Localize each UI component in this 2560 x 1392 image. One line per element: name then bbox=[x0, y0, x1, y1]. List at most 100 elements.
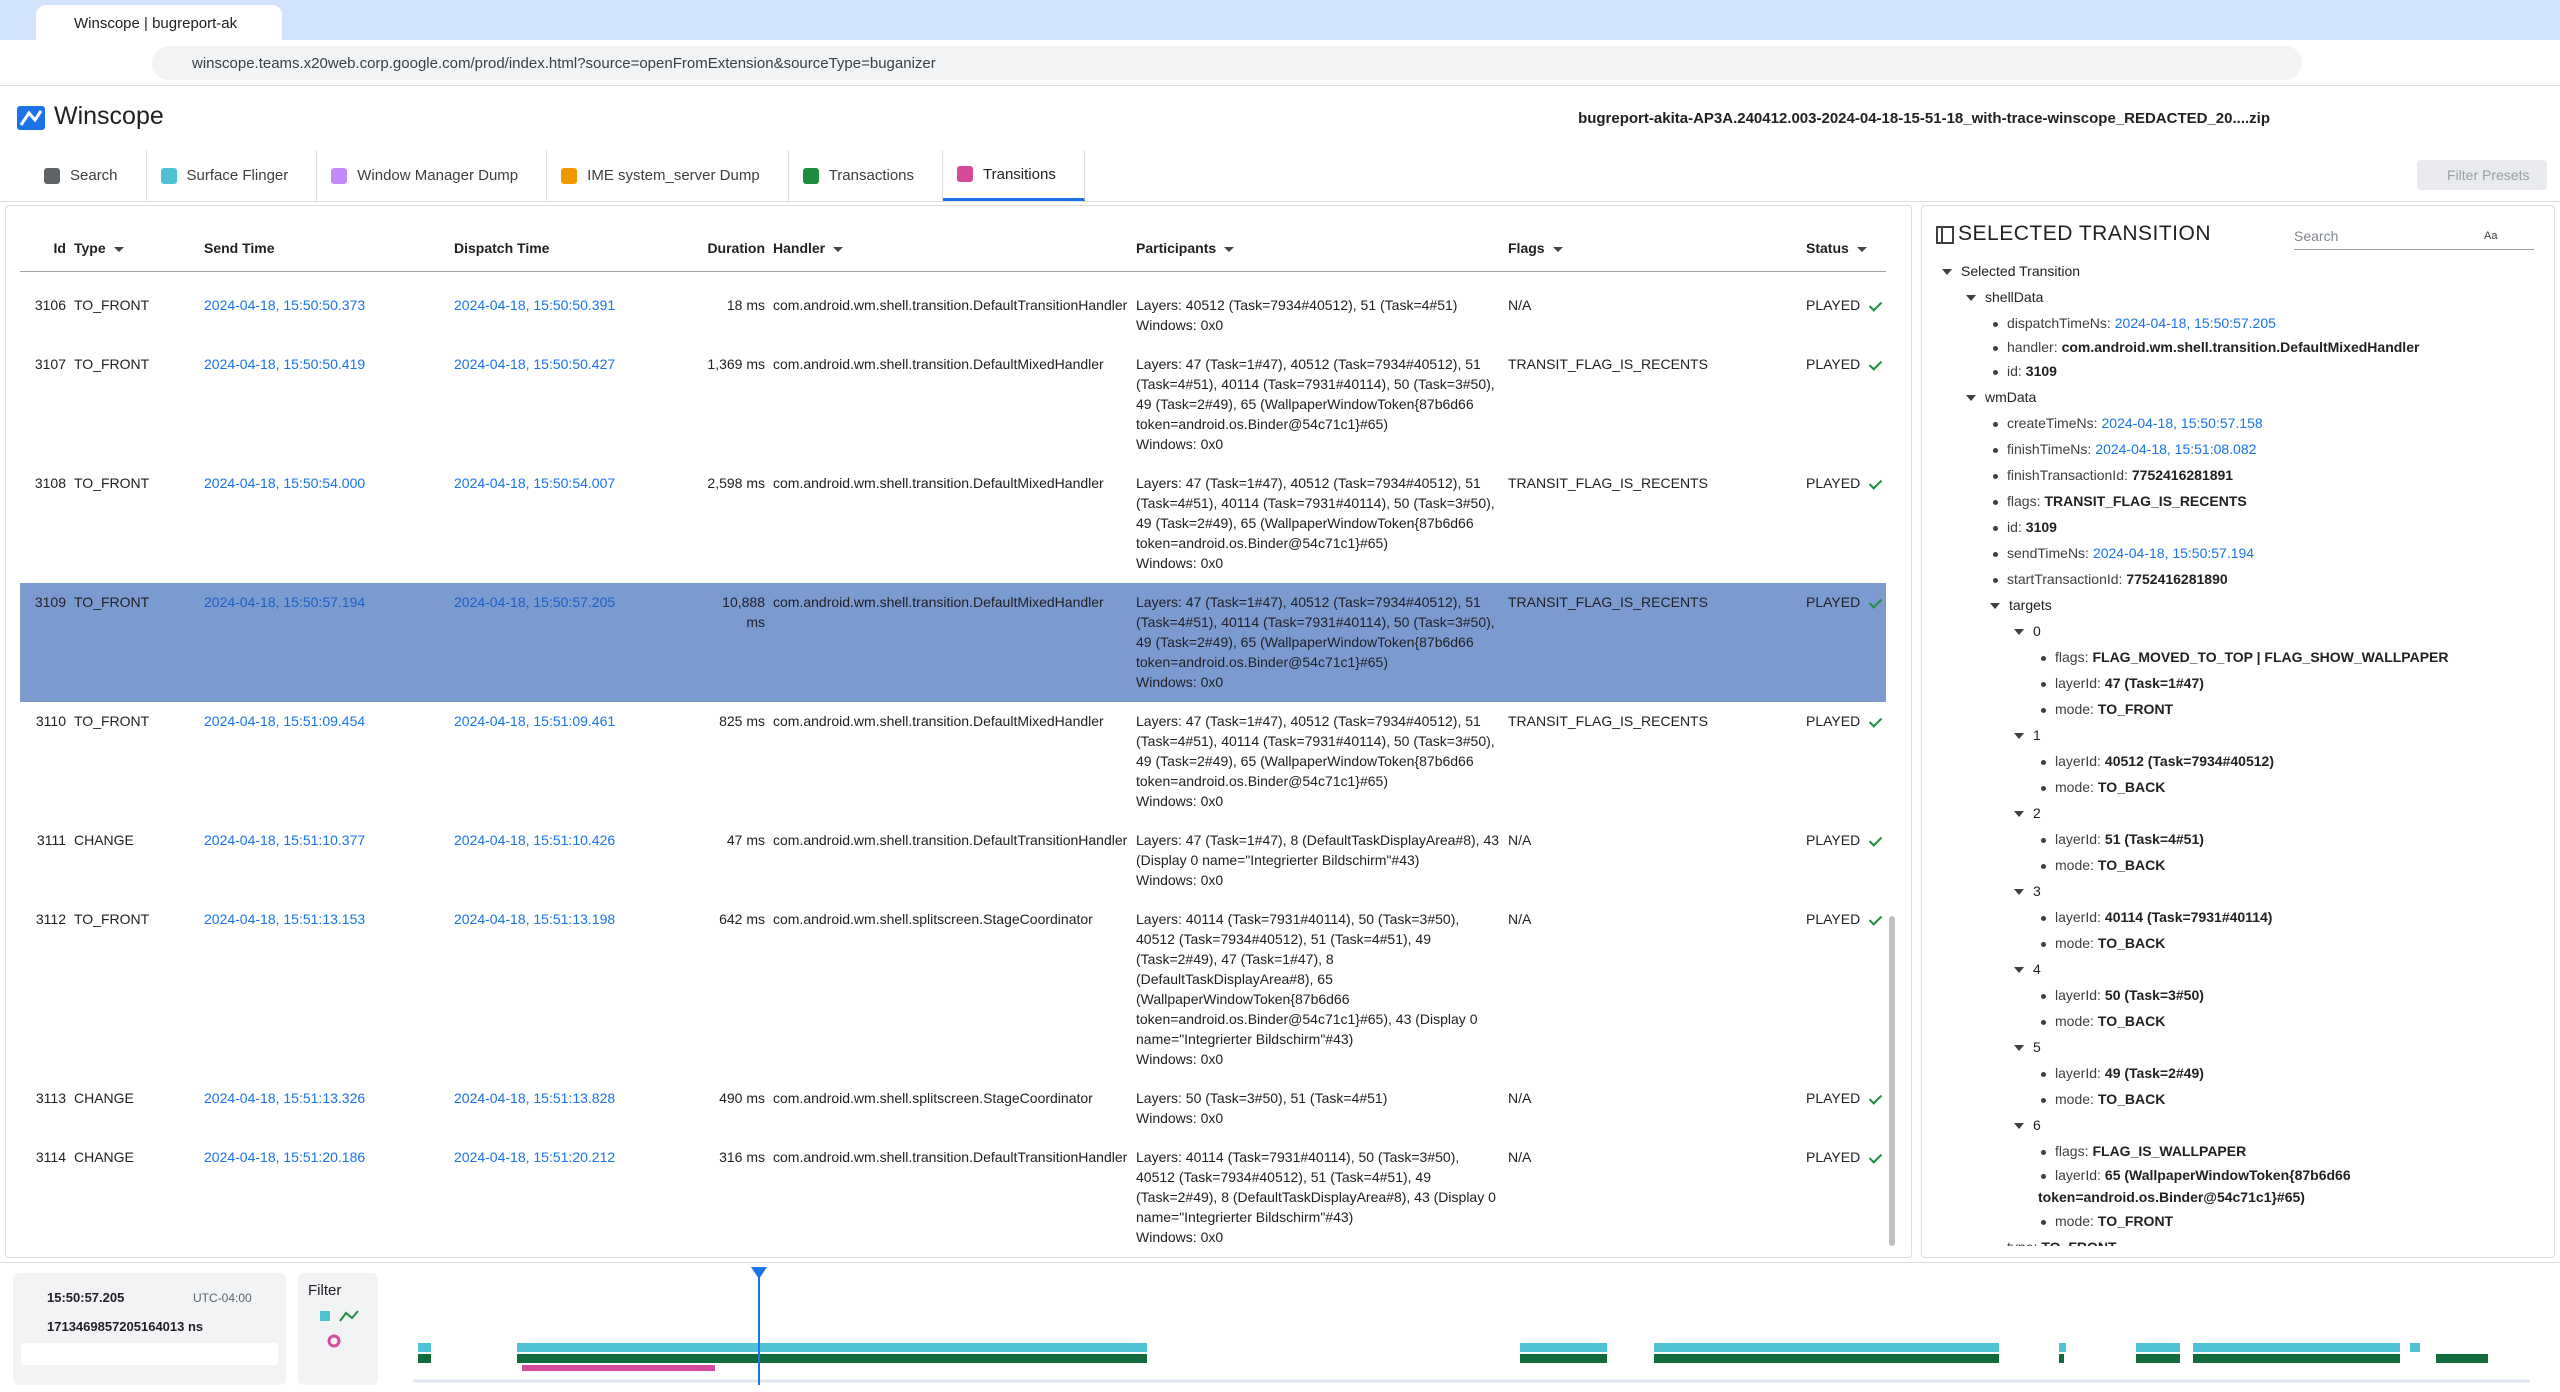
transition-row[interactable]: 3112 TO_FRONT 2024-04-18, 15:51:13.153 2024… bbox=[20, 900, 1886, 1079]
transition-row[interactable]: 3107 TO_FRONT 2024-04-18, 15:50:50.419 2024… bbox=[20, 345, 1886, 464]
tree-node[interactable]: 1 bbox=[1936, 722, 2536, 748]
tree-node[interactable]: flags: FLAG_MOVED_TO_TOP | FLAG_SHOW_WALL… bbox=[1936, 644, 2536, 670]
timestamp-link[interactable]: 2024-04-18, 15:50:50.391 bbox=[454, 297, 616, 313]
column-header[interactable]: Flags bbox=[1504, 228, 1802, 268]
tree-node[interactable]: 2 bbox=[1936, 800, 2536, 826]
expand-arrow[interactable] bbox=[2014, 811, 2024, 818]
tree-node[interactable]: mode: TO_BACK bbox=[1936, 1086, 2536, 1112]
tree-node[interactable]: 3 bbox=[1936, 878, 2536, 904]
tree-node[interactable]: finishTimeNs: 2024-04-18, 15:51:08.082 bbox=[1936, 436, 2536, 462]
expand-arrow[interactable] bbox=[2014, 889, 2024, 896]
property-timestamp[interactable]: 2024-04-18, 15:50:57.158 bbox=[2101, 415, 2263, 431]
column-header[interactable]: Status bbox=[1802, 228, 1886, 268]
scrollbar[interactable] bbox=[1886, 276, 1898, 1256]
property-timestamp[interactable]: 2024-04-18, 15:50:57.205 bbox=[2114, 315, 2276, 331]
timestamp-link[interactable]: 2024-04-18, 15:50:57.205 bbox=[454, 594, 616, 610]
transition-row[interactable]: 3111 CHANGE 2024-04-18, 15:51:10.377 2024-0… bbox=[20, 821, 1886, 900]
column-header[interactable]: Id bbox=[20, 228, 70, 268]
expand-arrow[interactable] bbox=[1966, 295, 1976, 302]
tree-node[interactable]: dispatchTimeNs: 2024-04-18, 15:50:57.205 bbox=[1936, 310, 2536, 336]
address-bar[interactable]: winscope.teams.x20web.corp.google.com/pr… bbox=[152, 46, 2302, 80]
timestamp-link[interactable]: 2024-04-18, 15:50:54.007 bbox=[454, 475, 616, 491]
timestamp-link[interactable]: 2024-04-18, 15:50:50.427 bbox=[454, 356, 616, 372]
transition-row[interactable]: 3108 TO_FRONT 2024-04-18, 15:50:54.000 2024… bbox=[20, 464, 1886, 583]
trace-tab[interactable]: Window Manager Dump bbox=[317, 150, 548, 201]
trace-tab[interactable]: Transitions bbox=[943, 150, 1085, 201]
transition-row[interactable]: 3113 CHANGE 2024-04-18, 15:51:13.326 2024-0… bbox=[20, 1079, 1886, 1138]
tree-node[interactable]: layerId: 49 (Task=2#49) bbox=[1936, 1060, 2536, 1086]
tree-node[interactable]: startTransactionId: 7752416281890 bbox=[1936, 566, 2536, 592]
trace-tab[interactable]: IME system_server Dump bbox=[547, 150, 789, 201]
expand-arrow[interactable] bbox=[2014, 629, 2024, 636]
tree-node[interactable]: layerId: 40114 (Task=7931#40114) bbox=[1936, 904, 2536, 930]
tree-node[interactable]: createTimeNs: 2024-04-18, 15:50:57.158 bbox=[1936, 410, 2536, 436]
tree-node[interactable]: 0 bbox=[1936, 618, 2536, 644]
timestamp-link[interactable]: 2024-04-18, 15:51:13.828 bbox=[454, 1090, 616, 1106]
tree-node[interactable]: mode: TO_BACK bbox=[1936, 852, 2536, 878]
expand-arrow[interactable] bbox=[2014, 1045, 2024, 1052]
column-header[interactable]: Handler bbox=[769, 228, 1132, 268]
column-header[interactable]: Send Time bbox=[200, 228, 450, 268]
tree-node[interactable]: targets bbox=[1936, 592, 2536, 618]
tree-node[interactable]: layerId: 40512 (Task=7934#40512) bbox=[1936, 748, 2536, 774]
filter-presets-button[interactable]: Filter Presets bbox=[2417, 160, 2547, 190]
transition-row[interactable]: 3110 TO_FRONT 2024-04-18, 15:51:09.454 2024… bbox=[20, 702, 1886, 821]
timestamp-link[interactable]: 2024-04-18, 15:51:09.454 bbox=[204, 713, 366, 729]
tree-node[interactable]: id: 3109 bbox=[1936, 514, 2536, 540]
tree-node[interactable]: shellData bbox=[1936, 284, 2536, 310]
timestamp-link[interactable]: 2024-04-18, 15:51:10.426 bbox=[454, 832, 616, 848]
timestamp-link[interactable]: 2024-04-18, 15:50:50.419 bbox=[204, 356, 366, 372]
expand-arrow[interactable] bbox=[1990, 603, 2000, 610]
match-case-toggle[interactable]: Aa bbox=[2484, 230, 2498, 242]
tree-node[interactable]: 6 bbox=[1936, 1112, 2536, 1138]
filter-label[interactable]: Filter bbox=[308, 1282, 342, 1299]
tree-node[interactable]: flags: FLAG_IS_WALLPAPER bbox=[1936, 1138, 2536, 1164]
expand-arrow[interactable] bbox=[2014, 967, 2024, 974]
timestamp-link[interactable]: 2024-04-18, 15:50:54.000 bbox=[204, 475, 366, 491]
tree-node[interactable]: Selected Transition bbox=[1936, 258, 2536, 284]
tree-node[interactable]: wmData bbox=[1936, 384, 2536, 410]
tree-node[interactable]: 4 bbox=[1936, 956, 2536, 982]
timestamp-link[interactable]: 2024-04-18, 15:51:20.212 bbox=[454, 1149, 616, 1165]
expand-arrow[interactable] bbox=[2014, 733, 2024, 740]
tree-node[interactable]: mode: TO_BACK bbox=[1936, 930, 2536, 956]
transition-row[interactable]: 3106 TO_FRONT 2024-04-18, 15:50:50.373 2024… bbox=[20, 286, 1886, 345]
property-timestamp[interactable]: 2024-04-18, 15:50:57.194 bbox=[2092, 545, 2255, 561]
timestamp-link[interactable]: 2024-04-18, 15:51:13.198 bbox=[454, 911, 616, 927]
expand-arrow[interactable] bbox=[1942, 269, 1952, 276]
timestamp-link[interactable]: 2024-04-18, 15:51:20.186 bbox=[204, 1149, 366, 1165]
current-time[interactable]: 15:50:57.205 bbox=[47, 1290, 125, 1305]
trace-tab[interactable]: Surface Flinger bbox=[147, 150, 318, 201]
current-ns[interactable]: 1713469857205164013 ns bbox=[47, 1319, 204, 1334]
timestamp-link[interactable]: 2024-04-18, 15:50:57.194 bbox=[204, 594, 366, 610]
transition-row[interactable]: 3114 CHANGE 2024-04-18, 15:51:20.186 2024-0… bbox=[20, 1138, 1886, 1246]
column-header[interactable]: Duration bbox=[703, 228, 769, 268]
search-field[interactable]: Search bbox=[2294, 220, 2534, 250]
timestamp-link[interactable]: 2024-04-18, 15:50:50.373 bbox=[204, 297, 366, 313]
tree-node[interactable]: flags: TRANSIT_FLAG_IS_RECENTS bbox=[1936, 488, 2536, 514]
property-timestamp[interactable]: 2024-04-18, 15:51:08.082 bbox=[2095, 441, 2257, 457]
trace-tab[interactable]: Transactions bbox=[789, 150, 944, 201]
tree-node[interactable]: sendTimeNs: 2024-04-18, 15:50:57.194 bbox=[1936, 540, 2536, 566]
tree-node[interactable]: layerId: 50 (Task=3#50) bbox=[1936, 982, 2536, 1008]
tree-node[interactable]: mode: TO_BACK bbox=[1936, 1008, 2536, 1034]
tree-node[interactable]: layerId: 47 (Task=1#47) bbox=[1936, 670, 2536, 696]
tree-node[interactable]: layerId: 65 (WallpaperWindowToken{87b6d66… bbox=[1936, 1164, 2536, 1208]
browser-tab[interactable]: Winscope | bugreport-ak bbox=[36, 5, 282, 40]
tree-node[interactable]: 5 bbox=[1936, 1034, 2536, 1060]
transition-row[interactable]: 3109 TO_FRONT 2024-04-18, 15:50:57.194 2024… bbox=[20, 583, 1886, 702]
tree-node[interactable]: layerId: 51 (Task=4#51) bbox=[1936, 826, 2536, 852]
column-header[interactable]: Participants bbox=[1132, 228, 1504, 268]
column-header[interactable]: Type bbox=[70, 228, 200, 268]
column-header[interactable]: Dispatch Time bbox=[450, 228, 703, 268]
expand-arrow[interactable] bbox=[2014, 1123, 2024, 1130]
tree-node[interactable]: handler: com.android.wm.shell.transition.… bbox=[1936, 336, 2536, 358]
timestamp-link[interactable]: 2024-04-18, 15:51:13.153 bbox=[204, 911, 366, 927]
timestamp-link[interactable]: 2024-04-18, 15:51:09.461 bbox=[454, 713, 616, 729]
tree-node[interactable]: finishTransactionId: 7752416281891 bbox=[1936, 462, 2536, 488]
timestamp-link[interactable]: 2024-04-18, 15:51:10.377 bbox=[204, 832, 366, 848]
expand-arrow[interactable] bbox=[1966, 395, 1976, 402]
tree-node[interactable]: type: TO_FRONT bbox=[1936, 1234, 2536, 1246]
tree-node[interactable]: mode: TO_FRONT bbox=[1936, 1208, 2536, 1234]
navigation-bar[interactable] bbox=[21, 1343, 278, 1365]
